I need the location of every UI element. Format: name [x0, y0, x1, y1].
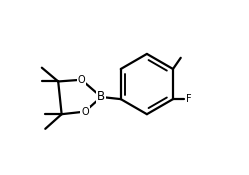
Text: O: O [78, 75, 85, 85]
Text: F: F [186, 94, 192, 104]
Text: B: B [97, 90, 105, 103]
Text: O: O [81, 107, 89, 117]
